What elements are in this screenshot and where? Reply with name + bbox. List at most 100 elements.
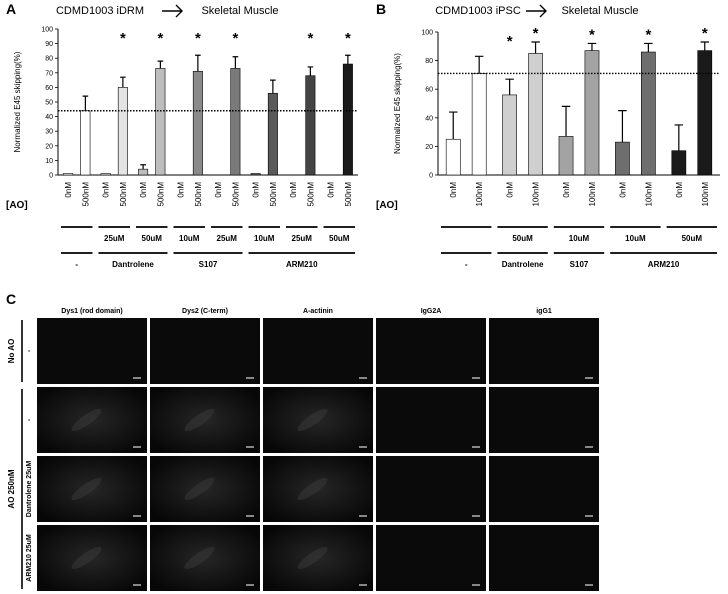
dose-label: 50uM [142,234,163,243]
bar [80,110,91,176]
x-tick-label: 0nM [214,182,223,198]
treatment-label: S107 [199,260,218,269]
error-bar [474,55,484,74]
dose-label: 25uM [104,234,125,243]
error-bar [140,164,146,170]
x-tick-label: 500nM [156,182,165,207]
bar [445,138,461,176]
x-tick-label: 500nM [344,182,353,207]
column-header: igG1 [536,308,552,315]
error-bar [232,56,239,69]
error-bar [587,42,597,51]
treatment-label: ARM210 [648,260,680,269]
treatment-label: Dantrolene [502,260,544,269]
error-bar [345,54,351,65]
y-tick-label: 50 [45,100,53,107]
row-label: - [26,349,33,352]
x-tick-label: 0nM [102,182,111,198]
bar [100,173,111,176]
y-axis-label: Normalized E45 skipping(%) [13,51,22,152]
x-tick-label: 100nM [475,182,484,207]
y-tick-label: 40 [45,114,53,121]
bar [502,94,517,176]
panel-letter: A [6,1,16,17]
error-bar [618,110,627,143]
chart-title-target: Skeletal Muscle [201,5,278,17]
bar [267,92,278,176]
y-tick-label: 60 [425,87,433,94]
dose-label: 10uM [569,234,590,243]
y-tick-label: 70 [45,70,53,77]
bar [615,141,630,176]
x-tick-label: 500nM [119,182,128,207]
micrograph [376,456,486,522]
treatment-label: S107 [570,260,589,269]
bar [138,168,149,176]
cell-signal [184,546,215,570]
x-tick-label: 100nM [532,182,541,207]
cell-signal [71,546,102,570]
micrograph [489,456,599,522]
x-tick-label: 0nM [289,182,298,198]
arrow [162,4,183,18]
y-tick-label: 20 [45,143,53,150]
significance-marker: * [345,30,351,47]
dose-label: 25uM [292,234,313,243]
y-tick-label: 100 [41,27,53,34]
bar [697,50,713,176]
error-bar [195,54,201,72]
micrograph [489,525,599,591]
treatment-label: Dantrolene [112,260,154,269]
bar [471,73,487,176]
bar [558,136,574,176]
micrograph [150,318,260,384]
panel-letter: C [6,291,16,307]
x-tick-label: 0nM [64,182,73,198]
dose-label: 50uM [682,234,703,243]
x-tick-label: 500nM [269,182,278,207]
column-header: Dys1 (rod domain) [61,308,122,315]
x-tick-label: 0nM [139,182,148,198]
row-label: ARM210 25uM [26,534,33,582]
x-tick-label: 0nM [252,182,261,198]
x-tick-label: 500nM [231,182,240,207]
error-bar [157,60,164,69]
error-bar [82,95,89,111]
error-bar [700,41,710,51]
x-axis-label: [AO] [376,200,398,211]
significance-marker: * [195,30,201,47]
y-tick-label: 80 [425,58,433,65]
y-tick-label: 40 [425,115,433,122]
x-tick-label: 0nM [327,182,336,198]
y-tick-label: 10 [45,158,53,165]
bar [250,173,261,176]
y-tick-label: 0 [429,173,433,180]
dose-label: 10uM [254,234,275,243]
cell-signal [71,408,102,432]
bar [671,150,687,176]
treatment-label: - [75,260,78,269]
cell-signal [71,477,102,501]
error-bar [307,66,314,76]
cell-signal [297,477,328,501]
dose-label: 50uM [512,234,533,243]
significance-marker: * [645,26,651,43]
error-bar [561,105,571,137]
column-header: Dys2 (C-term) [182,308,228,315]
bar [192,71,203,176]
bar [230,68,241,176]
dose-label: 50uM [329,234,350,243]
x-tick-label: 500nM [81,182,90,207]
row-group-label: No AO [7,339,16,364]
x-tick-label: 100nM [644,182,653,207]
bar [342,63,353,176]
error-bar [531,41,540,54]
significance-marker: * [120,30,126,47]
row-label: Dantrolene 25uM [26,461,33,518]
cell-signal [297,546,328,570]
x-tick-label: 0nM [506,182,515,198]
error-bar [270,79,276,94]
bar [63,173,74,176]
bar [641,51,656,176]
